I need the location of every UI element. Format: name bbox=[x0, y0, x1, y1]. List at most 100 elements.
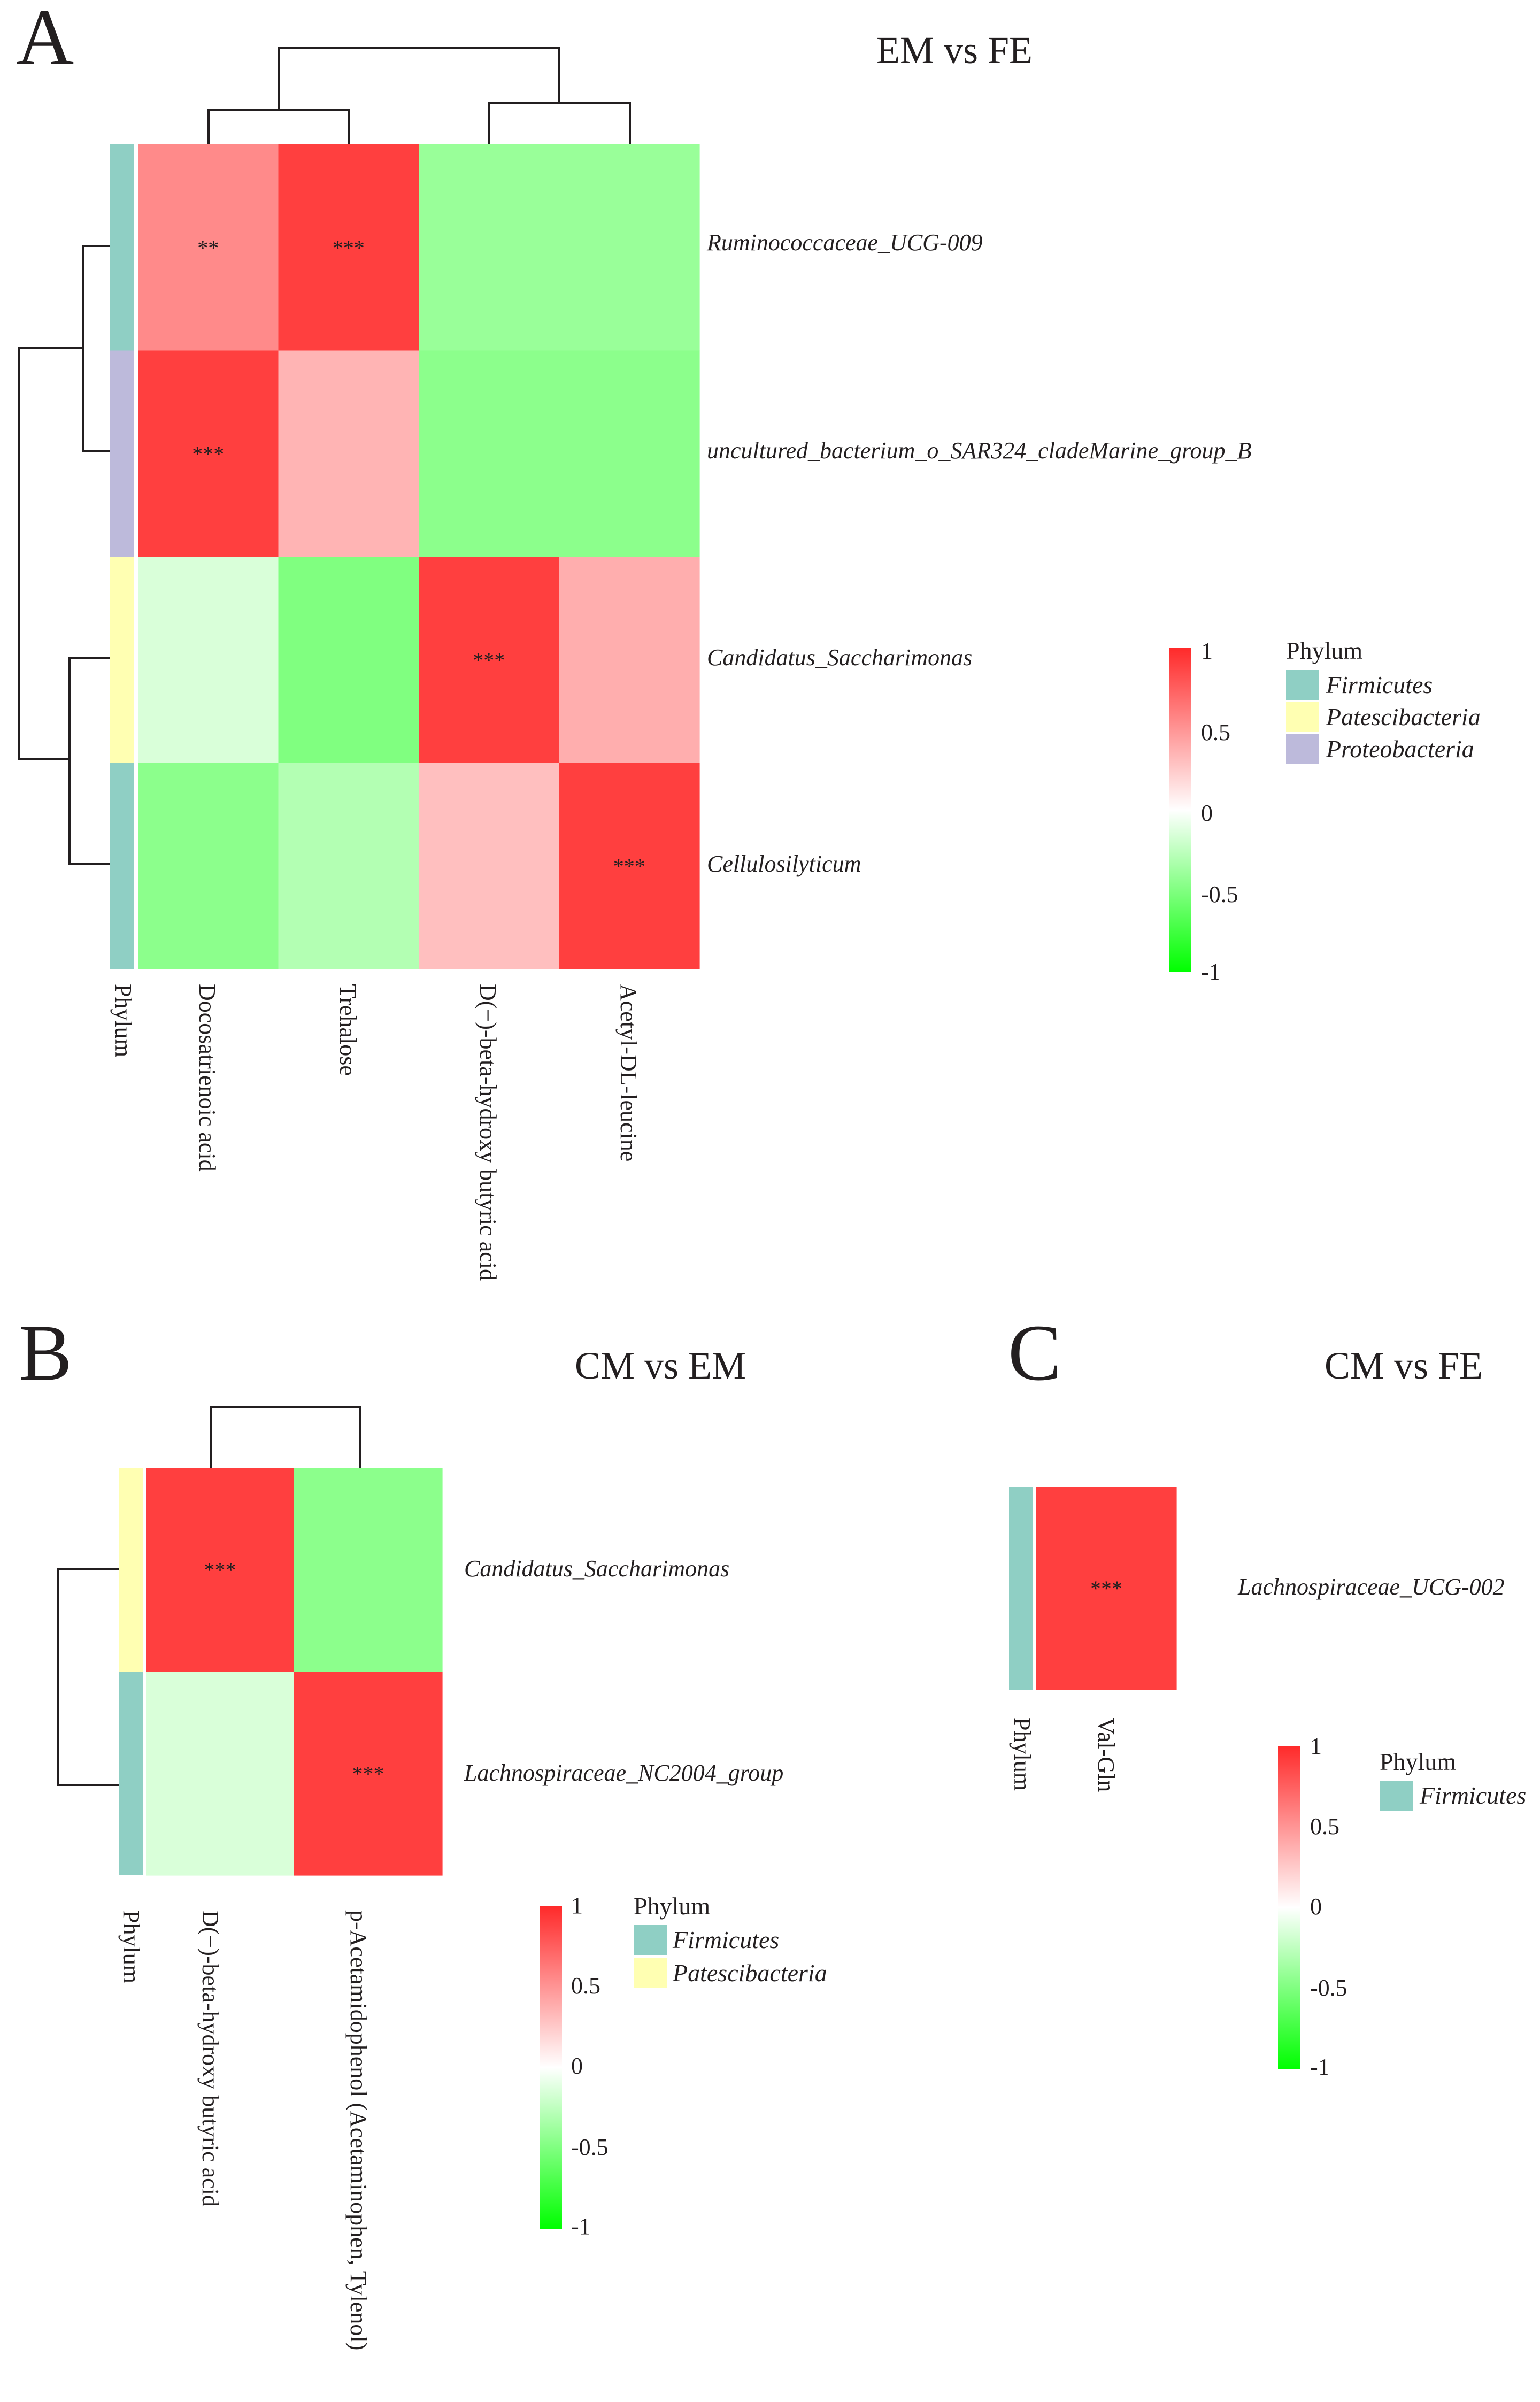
row-label: Lachnospiraceae_NC2004_group bbox=[464, 1760, 783, 1786]
dendrogram-branch bbox=[68, 657, 110, 865]
phylum-bar-segment bbox=[110, 557, 134, 763]
heatmap-cell bbox=[278, 763, 419, 969]
colorbar-tick: 1 bbox=[571, 1892, 583, 1919]
legend-swatch-patescibacteria bbox=[1286, 702, 1319, 732]
heatmap-cell bbox=[419, 144, 560, 351]
dendrogram-branch bbox=[210, 1406, 361, 1468]
heatmap-cell bbox=[1036, 1487, 1177, 1690]
colorbar-tick: 0.5 bbox=[571, 1973, 600, 1999]
legend-entry: Firmicutes bbox=[1419, 1782, 1526, 1809]
panel-c-significance-marks: *** bbox=[1090, 1576, 1122, 1600]
significance-mark: ** bbox=[197, 236, 219, 260]
heatmap-cell bbox=[559, 557, 700, 764]
colorbar-tick: 0.5 bbox=[1201, 719, 1230, 745]
dendrogram-branch bbox=[278, 47, 560, 110]
panel-a-column-dendrogram bbox=[207, 47, 631, 144]
phylum-bar-segment bbox=[119, 1672, 143, 1875]
significance-mark: *** bbox=[1090, 1576, 1122, 1600]
panel-b: B CM vs EM *** *** Candidatus_Saccharimon… bbox=[19, 1308, 827, 2350]
colorbar-gradient bbox=[540, 1906, 562, 2229]
colorbar-tick: 0 bbox=[1310, 1893, 1322, 1920]
significance-mark: *** bbox=[473, 648, 505, 672]
heatmap-cell bbox=[146, 1672, 295, 1876]
phylum-bar-segment bbox=[110, 763, 134, 969]
colorbar-tick: -1 bbox=[571, 2213, 591, 2239]
panel-b-legend: Phylum Firmicutes Patescibacteria bbox=[634, 1892, 827, 1988]
phylum-axis-label: Phylum bbox=[1009, 1718, 1035, 1791]
phylum-bar-segment bbox=[1009, 1487, 1033, 1690]
legend-swatch-firmicutes bbox=[1380, 1781, 1413, 1811]
panel-c-letter: C bbox=[1008, 1308, 1061, 1397]
heatmap-cell bbox=[146, 1468, 295, 1672]
panel-b-title: CM vs EM bbox=[575, 1344, 746, 1387]
colorbar-tick: -1 bbox=[1201, 959, 1221, 985]
panel-b-row-labels: Candidatus_Saccharimonas Lachnospiraceae… bbox=[464, 1556, 783, 1786]
panel-a-column-labels: Phylum Docosatrienoic acid Trehalose D(−… bbox=[110, 984, 642, 1281]
significance-mark: *** bbox=[613, 854, 645, 878]
heatmap-cell bbox=[278, 350, 419, 557]
colorbar-tick: -1 bbox=[1310, 2054, 1330, 2080]
column-label: Val-Gln bbox=[1093, 1718, 1119, 1792]
panel-a-row-labels: Ruminococcaceae_UCG-009 uncultured_bacte… bbox=[706, 229, 1251, 877]
panel-c-column-labels: Phylum Val-Gln bbox=[1009, 1718, 1119, 1792]
heatmap-cell bbox=[138, 557, 279, 764]
panel-b-heatmap-cells bbox=[146, 1468, 443, 1876]
panel-a-phylum-bar bbox=[110, 144, 134, 969]
significance-mark: *** bbox=[352, 1762, 384, 1786]
column-label: Docosatrienoic acid bbox=[194, 984, 220, 1172]
panel-c-phylum-bar bbox=[1009, 1487, 1033, 1690]
phylum-axis-label: Phylum bbox=[118, 1910, 144, 1983]
legend-title: Phylum bbox=[1380, 1748, 1456, 1775]
phylum-bar-segment bbox=[119, 1468, 143, 1672]
legend-swatch-patescibacteria bbox=[634, 1958, 667, 1988]
phylum-axis-label: Phylum bbox=[110, 984, 136, 1057]
significance-mark: *** bbox=[333, 236, 365, 260]
legend-swatch-firmicutes bbox=[634, 1925, 667, 1955]
panel-a-letter: A bbox=[16, 0, 74, 82]
heatmap-cell bbox=[278, 144, 419, 351]
panel-c-colorbar: 1 0.5 0 -0.5 -1 bbox=[1278, 1733, 1348, 2080]
legend-title: Phylum bbox=[634, 1892, 710, 1920]
colorbar-tick: 1 bbox=[1201, 638, 1213, 664]
panel-b-significance-marks: *** *** bbox=[204, 1558, 384, 1786]
colorbar-tick: -0.5 bbox=[1310, 1975, 1348, 2001]
heatmap-cell bbox=[419, 350, 560, 557]
heatmap-cell bbox=[294, 1672, 443, 1876]
heatmap-cell bbox=[419, 557, 560, 764]
legend-entry: Firmicutes bbox=[1326, 671, 1433, 698]
phylum-bar-segment bbox=[110, 350, 134, 557]
heatmap-cell bbox=[559, 350, 700, 557]
heatmap-cell bbox=[138, 350, 279, 557]
legend-entry: Firmicutes bbox=[672, 1926, 779, 1953]
dendrogram-branch bbox=[57, 1568, 119, 1786]
panel-c: C CM vs FE *** Lachnospiraceae_UCG-002 P… bbox=[1008, 1308, 1526, 2080]
heatmap-cell bbox=[278, 557, 419, 764]
row-label: Ruminococcaceae_UCG-009 bbox=[706, 229, 983, 256]
heatmap-cell bbox=[419, 763, 560, 969]
legend-entry: Patescibacteria bbox=[1326, 703, 1481, 730]
heatmap-cell bbox=[138, 763, 279, 969]
panel-b-column-dendrogram bbox=[210, 1406, 361, 1468]
legend-title: Phylum bbox=[1286, 637, 1362, 664]
panel-a-row-dendrogram bbox=[18, 245, 110, 865]
colorbar-gradient bbox=[1169, 648, 1191, 972]
row-label: Lachnospiraceae_UCG-002 bbox=[1237, 1574, 1505, 1600]
colorbar-tick: 0.5 bbox=[1310, 1813, 1339, 1839]
panel-a: A EM vs FE ** ************ Ruminococcacea… bbox=[16, 0, 1481, 1281]
legend-entry: Proteobacteria bbox=[1326, 735, 1474, 763]
column-label: p-Acetamidophenol (Acetaminophen, Tyleno… bbox=[345, 1910, 372, 2350]
significance-mark: *** bbox=[204, 1558, 236, 1582]
panel-a-significance-marks: ** ************ bbox=[192, 236, 645, 879]
panel-b-phylum-bar bbox=[119, 1468, 143, 1875]
column-label: D(−)-beta-hydroxy butyric acid bbox=[475, 984, 501, 1281]
dendrogram-branch bbox=[82, 245, 110, 452]
column-label: Trehalose bbox=[335, 984, 361, 1076]
colorbar-gradient bbox=[1278, 1746, 1300, 2069]
dendrogram-branch bbox=[488, 102, 631, 144]
row-label: Candidatus_Saccharimonas bbox=[707, 644, 972, 671]
heatmap-cell bbox=[138, 144, 279, 351]
legend-entry: Patescibacteria bbox=[672, 1959, 827, 1987]
panel-b-letter: B bbox=[19, 1308, 72, 1397]
panel-a-legend: Phylum Firmicutes Patescibacteria Proteo… bbox=[1286, 637, 1481, 764]
